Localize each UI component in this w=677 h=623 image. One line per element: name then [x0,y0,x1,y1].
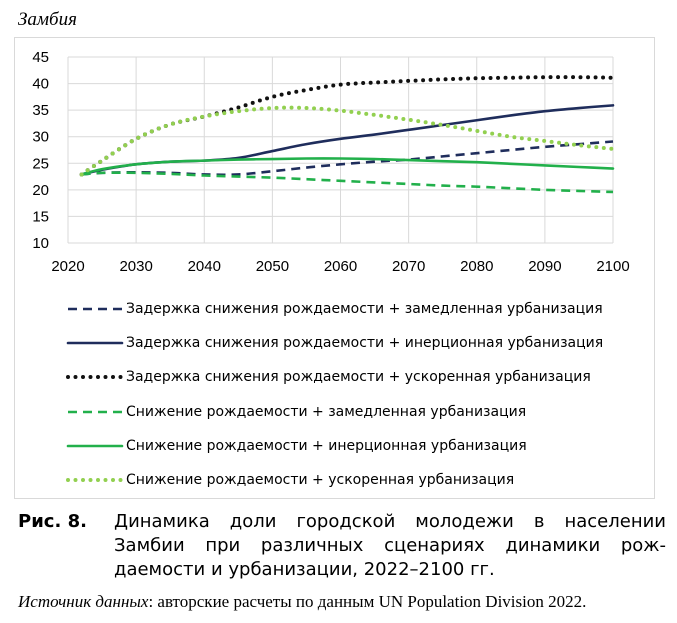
source-note: Источник данных: авторские расчеты по да… [18,592,586,612]
y-tick-label: 15 [32,208,49,225]
figure-caption: Рис. 8. Динамика доли городской молодежи… [18,510,666,582]
legend-item: Задержка снижения рождаемости + инерцион… [66,326,646,360]
chart-title: Замбия [18,9,77,30]
legend-item: Снижение рождаемости + инерционная урбан… [66,429,646,463]
legend-swatch [66,478,124,483]
source-label: Источник данных [18,592,149,611]
legend-swatch [66,444,124,448]
legend-label: Задержка снижения рождаемости + инерцион… [126,335,604,352]
x-tick-label: 2060 [324,258,357,275]
caption-line-1: Динамика доли городской молодежи в насел… [114,511,666,532]
y-tick-label: 10 [32,235,49,252]
legend-item: Снижение рождаемости + ускоренная урбани… [66,463,646,497]
legend-label: Задержка снижения рождаемости + ускоренн… [126,369,591,386]
y-tick-label: 25 [32,155,49,172]
figure-label: Рис. 8. [18,511,87,532]
legend-item: Задержка снижения рождаемости + ускоренн… [66,360,646,394]
x-tick-label: 2030 [119,258,152,275]
x-tick-label: 2050 [256,258,289,275]
legend-swatch [68,307,122,311]
y-tick-label: 45 [32,49,49,66]
caption-rest: Замбии при различных сценариях динамики … [114,535,666,580]
y-tick-label: 30 [32,129,49,146]
x-tick-label: 2040 [188,258,221,275]
x-tick-label: 2090 [528,258,561,275]
legend-label: Снижение рождаемости + замедленная урбан… [126,403,527,420]
chart-frame [14,37,655,499]
legend-label: Снижение рождаемости + инерционная урбан… [126,437,527,454]
x-tick-label: 2020 [51,258,84,275]
series-line-4 [81,171,614,194]
legend-swatch [66,341,124,345]
legend-label: Снижение рождаемости + ускоренная урбани… [126,472,515,489]
y-tick-label: 40 [32,76,49,93]
series-line-6 [79,105,615,177]
series-line-5 [80,157,615,176]
x-tick-label: 2080 [460,258,493,275]
legend-item: Задержка снижения рождаемости + замедлен… [66,292,646,326]
x-tick-label: 2070 [392,258,425,275]
legend-swatch [66,375,124,380]
legend-label: Задержка снижения рождаемости + замедлен… [126,301,603,318]
y-tick-label: 35 [32,102,49,119]
x-tick-label: 2100 [596,258,629,275]
source-text: : авторские расчеты по данным UN Populat… [148,592,587,611]
chart-legend: Задержка снижения рождаемости + замедлен… [66,292,646,497]
legend-item: Снижение рождаемости + замедленная урбан… [66,395,646,429]
legend-swatch [68,410,122,413]
y-tick-label: 20 [32,182,49,199]
